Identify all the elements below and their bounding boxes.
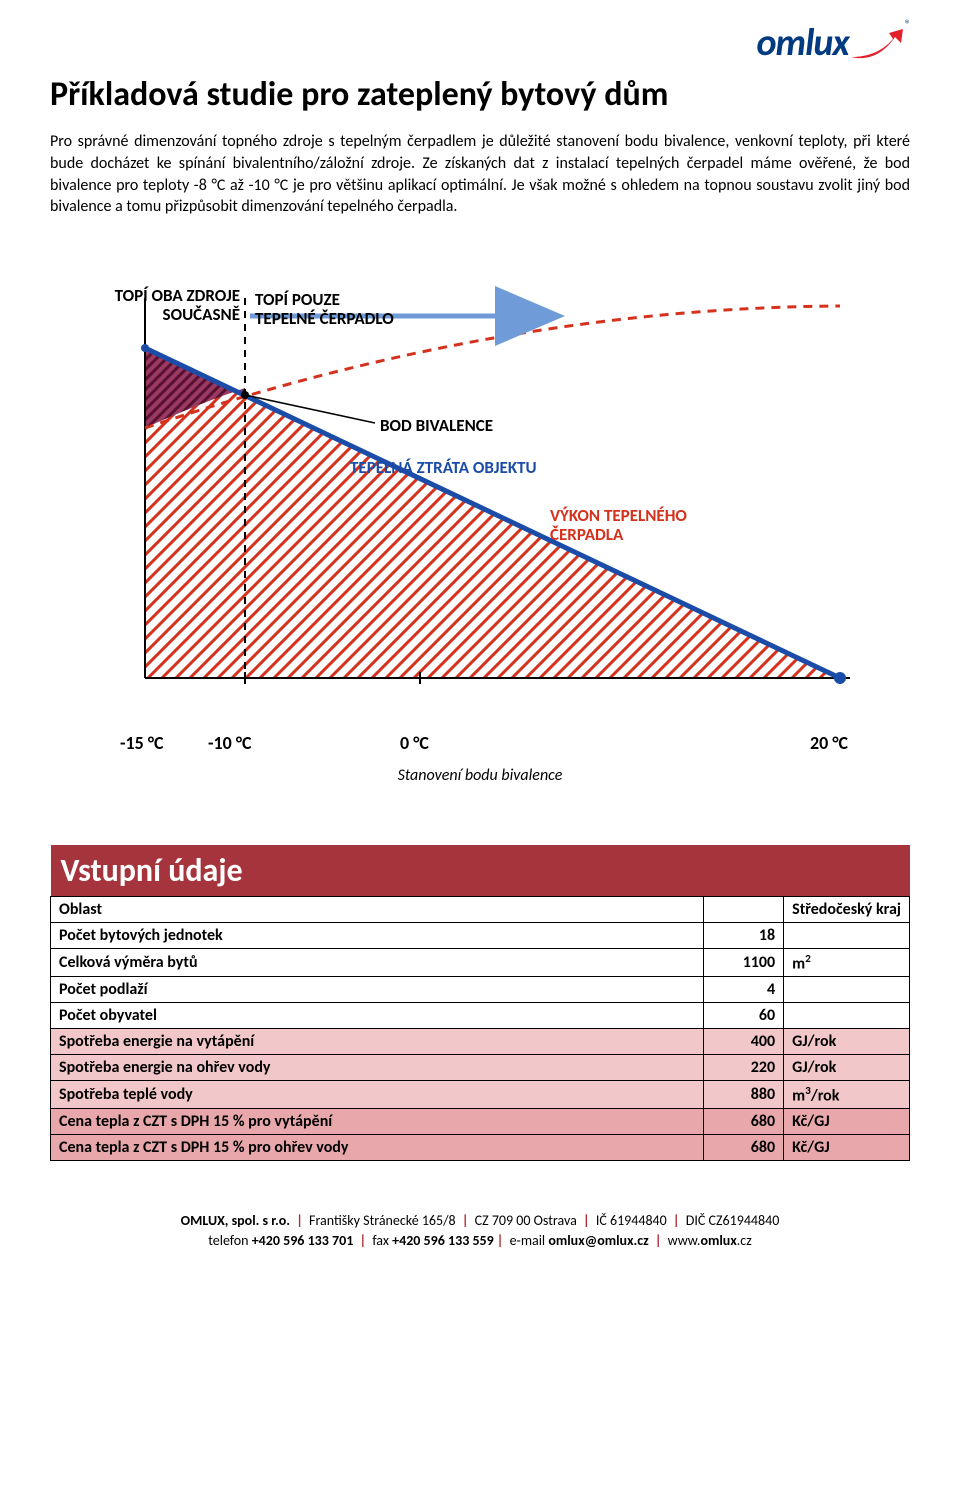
- cell-value: 680: [704, 1109, 784, 1135]
- tick-label-0: 0 °C: [400, 732, 429, 754]
- label-pump-power-line2: ČERPADLA: [550, 524, 623, 545]
- cell-label: Spotřeba energie na ohřev vody: [51, 1055, 704, 1081]
- table-row: Spotřeba energie na vytápění 400 GJ/rok: [51, 1029, 910, 1055]
- table-header: Vstupní údaje: [51, 845, 910, 897]
- input-data-table: Vstupní údaje Oblast Středočeský kraj Po…: [50, 845, 910, 1162]
- cell-unit: [784, 922, 910, 948]
- label-pump-power: VÝKON TEPELNÉHO ČERPADLA: [550, 506, 687, 545]
- unit-base: m: [792, 1086, 805, 1105]
- logo-swoosh-icon: [849, 27, 905, 65]
- separator-icon: |: [459, 1212, 472, 1229]
- footer-tel-label: telefon: [208, 1232, 248, 1249]
- footer-company: OMLUX, spol. s r.o.: [181, 1212, 290, 1229]
- footer-city: CZ 709 00 Ostrava: [475, 1212, 577, 1229]
- cell-value: [704, 896, 784, 922]
- chart-caption: Stanovení bodu bivalence: [50, 766, 910, 785]
- separator-icon: |: [670, 1212, 683, 1229]
- footer-dic: CZ61944840: [709, 1212, 780, 1229]
- registered-mark: ®: [905, 18, 910, 32]
- cell-unit: m2: [784, 948, 910, 976]
- unit-sup: 2: [805, 952, 811, 966]
- intro-paragraph: Pro správné dimenzování topného zdroje s…: [50, 131, 910, 217]
- footer-ic: 61944840: [610, 1212, 667, 1229]
- footer-email: omlux@omlux.cz: [548, 1232, 648, 1249]
- table-row: Spotřeba teplé vody 880 m3/rok: [51, 1081, 910, 1109]
- cell-label: Počet podlaží: [51, 977, 704, 1003]
- label-both-sources: TOPÍ OBA ZDROJE SOUČASNĚ: [60, 286, 240, 325]
- cell-label: Spotřeba teplé vody: [51, 1081, 704, 1109]
- cell-label: Spotřeba energie na vytápění: [51, 1029, 704, 1055]
- unit-suffix: /rok: [811, 1086, 840, 1105]
- footer-address: Františky Stránecké 165/8: [309, 1212, 456, 1229]
- page-footer: OMLUX, spol. s r.o. | Františky Stráneck…: [50, 1211, 910, 1250]
- cell-unit: Kč/GJ: [784, 1109, 910, 1135]
- footer-web-bold: omlux: [700, 1232, 736, 1249]
- cell-value: 220: [704, 1055, 784, 1081]
- cell-label: Cena tepla z CZT s DPH 15 % pro ohřev vo…: [51, 1135, 704, 1161]
- cell-label: Počet obyvatel: [51, 1003, 704, 1029]
- tick-label-minus15: -15 °C: [120, 732, 164, 754]
- footer-web-suffix: .cz: [737, 1232, 752, 1249]
- table-row: Počet bytových jednotek 18: [51, 922, 910, 948]
- label-bivalence: BOD BIVALENCE: [380, 416, 493, 436]
- cell-unit: GJ/rok: [784, 1055, 910, 1081]
- cell-unit: GJ/rok: [784, 1029, 910, 1055]
- label-pump-power-line1: VÝKON TEPELNÉHO: [550, 505, 687, 526]
- footer-tel: +420 596 133 701: [252, 1232, 354, 1249]
- footer-web-prefix: www.: [668, 1232, 701, 1249]
- line-start-marker: [141, 344, 149, 352]
- table-row: Cena tepla z CZT s DPH 15 % pro ohřev vo…: [51, 1135, 910, 1161]
- footer-dic-label: DIČ: [686, 1212, 706, 1229]
- cell-label: Oblast: [51, 896, 704, 922]
- cell-label: Cena tepla z CZT s DPH 15 % pro vytápění: [51, 1109, 704, 1135]
- logo-text: omlux: [756, 20, 848, 66]
- table-row: Spotřeba energie na ohřev vody 220 GJ/ro…: [51, 1055, 910, 1081]
- tick-label-20: 20 °C: [810, 732, 848, 754]
- cell-label: Počet bytových jednotek: [51, 922, 704, 948]
- table-row: Počet obyvatel 60: [51, 1003, 910, 1029]
- bivalence-chart: TOPÍ OBA ZDROJE SOUČASNĚ TOPÍ POUZE TEPE…: [50, 248, 880, 728]
- footer-email-label: e-mail: [510, 1232, 546, 1249]
- separator-icon: |: [494, 1232, 507, 1249]
- label-pump-line1: TOPÍ POUZE: [255, 289, 340, 310]
- cell-value: 4: [704, 977, 784, 1003]
- separator-icon: |: [293, 1212, 306, 1229]
- logo: omlux ®: [756, 20, 910, 66]
- footer-fax: +420 596 133 559: [392, 1232, 494, 1249]
- label-pump-only: TOPÍ POUZE TEPELNÉ ČERPADLO: [255, 290, 394, 329]
- footer-fax-label: fax: [372, 1232, 389, 1249]
- table-row: Oblast Středočeský kraj: [51, 896, 910, 922]
- tick-label-minus10: -10 °C: [208, 732, 252, 754]
- cell-value: 680: [704, 1135, 784, 1161]
- cell-value: 60: [704, 1003, 784, 1029]
- footer-ic-label: IČ: [596, 1212, 607, 1229]
- cell-unit: [784, 977, 910, 1003]
- footer-line2: telefon +420 596 133 701 | fax +420 596 …: [50, 1231, 910, 1251]
- cell-label: Celková výměra bytů: [51, 948, 704, 976]
- cell-value: 400: [704, 1029, 784, 1055]
- cell-value: 1100: [704, 948, 784, 976]
- table-row: Cena tepla z CZT s DPH 15 % pro vytápění…: [51, 1109, 910, 1135]
- cell-value: 880: [704, 1081, 784, 1109]
- table-row: Celková výměra bytů 1100 m2: [51, 948, 910, 976]
- label-heat-loss: TEPELNÁ ZTRÁTA OBJEKTU: [350, 458, 537, 478]
- cell-unit: m3/rok: [784, 1081, 910, 1109]
- label-pump-line2: TEPELNÉ ČERPADLO: [255, 308, 394, 329]
- separator-icon: |: [652, 1232, 665, 1249]
- footer-line1: OMLUX, spol. s r.o. | Františky Stráneck…: [50, 1211, 910, 1231]
- separator-icon: |: [356, 1232, 369, 1249]
- x-axis-labels: -15 °C -10 °C 0 °C 20 °C: [50, 732, 880, 762]
- line-end-marker: [834, 672, 846, 684]
- cell-unit: [784, 1003, 910, 1029]
- cell-unit: Středočeský kraj: [784, 896, 910, 922]
- unit-base: m: [792, 954, 805, 973]
- label-both-line1: TOPÍ OBA ZDROJE: [115, 285, 240, 306]
- cell-unit: Kč/GJ: [784, 1135, 910, 1161]
- separator-icon: |: [580, 1212, 593, 1229]
- label-both-line2: SOUČASNĚ: [163, 304, 240, 325]
- cell-value: 18: [704, 922, 784, 948]
- page-title: Příkladová studie pro zateplený bytový d…: [50, 76, 910, 113]
- table-row: Počet podlaží 4: [51, 977, 910, 1003]
- logo-container: omlux ®: [50, 20, 910, 66]
